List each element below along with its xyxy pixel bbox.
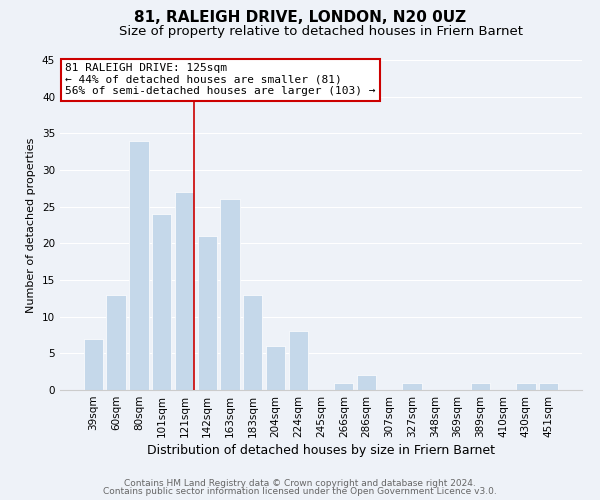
Bar bbox=[289, 332, 308, 390]
Bar bbox=[539, 382, 558, 390]
Text: Contains HM Land Registry data © Crown copyright and database right 2024.: Contains HM Land Registry data © Crown c… bbox=[124, 478, 476, 488]
Bar bbox=[516, 382, 536, 390]
Bar bbox=[175, 192, 194, 390]
Bar bbox=[334, 382, 353, 390]
Bar bbox=[106, 294, 126, 390]
X-axis label: Distribution of detached houses by size in Friern Barnet: Distribution of detached houses by size … bbox=[147, 444, 495, 457]
Bar bbox=[84, 338, 103, 390]
Bar bbox=[129, 140, 149, 390]
Bar bbox=[152, 214, 172, 390]
Bar bbox=[266, 346, 285, 390]
Bar bbox=[403, 382, 422, 390]
Title: Size of property relative to detached houses in Friern Barnet: Size of property relative to detached ho… bbox=[119, 25, 523, 38]
Y-axis label: Number of detached properties: Number of detached properties bbox=[26, 138, 37, 312]
Bar bbox=[357, 376, 376, 390]
Text: 81, RALEIGH DRIVE, LONDON, N20 0UZ: 81, RALEIGH DRIVE, LONDON, N20 0UZ bbox=[134, 10, 466, 25]
Text: Contains public sector information licensed under the Open Government Licence v3: Contains public sector information licen… bbox=[103, 487, 497, 496]
Bar bbox=[243, 294, 262, 390]
Bar bbox=[470, 382, 490, 390]
Bar bbox=[197, 236, 217, 390]
Text: 81 RALEIGH DRIVE: 125sqm
← 44% of detached houses are smaller (81)
56% of semi-d: 81 RALEIGH DRIVE: 125sqm ← 44% of detach… bbox=[65, 64, 376, 96]
Bar bbox=[220, 200, 239, 390]
